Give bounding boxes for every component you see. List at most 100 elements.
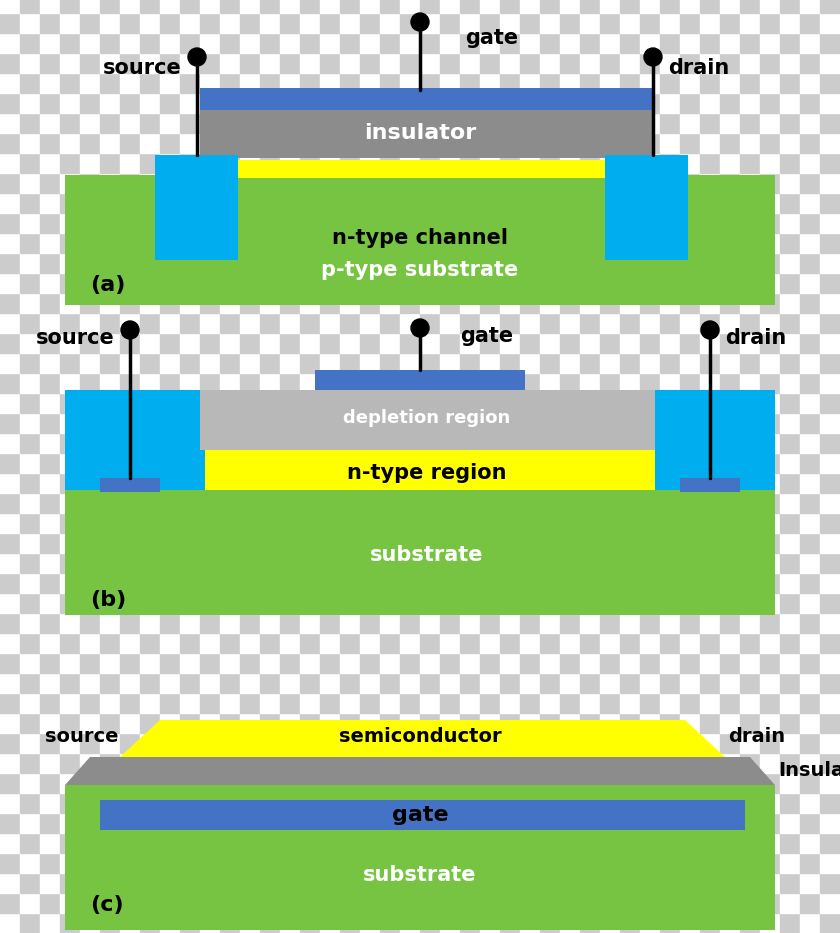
Bar <box>520 333 540 353</box>
Bar <box>360 53 380 73</box>
Bar <box>420 513 440 533</box>
Bar <box>220 913 240 933</box>
Bar <box>400 73 420 93</box>
Bar <box>720 333 740 353</box>
Bar <box>80 573 100 593</box>
Bar <box>720 113 740 133</box>
Bar <box>660 273 680 293</box>
Bar <box>540 293 560 313</box>
Bar <box>760 833 780 853</box>
Bar <box>820 313 840 333</box>
Bar <box>200 633 220 653</box>
Bar <box>480 333 500 353</box>
Bar <box>20 293 40 313</box>
Text: gate: gate <box>391 805 449 825</box>
Bar <box>680 853 700 873</box>
Bar <box>300 53 320 73</box>
Bar <box>760 673 780 693</box>
Bar <box>380 193 400 213</box>
Bar <box>460 133 480 153</box>
Bar <box>760 73 780 93</box>
Bar <box>0 673 20 693</box>
Bar <box>0 413 20 433</box>
Bar <box>740 73 760 93</box>
Bar <box>280 113 300 133</box>
Bar <box>340 193 360 213</box>
Bar <box>700 713 720 733</box>
Bar <box>640 753 660 773</box>
Bar <box>80 193 100 213</box>
Bar <box>260 353 280 373</box>
Bar <box>320 593 340 613</box>
Bar <box>680 478 740 492</box>
Bar <box>720 693 740 713</box>
Bar <box>660 73 680 93</box>
Bar <box>480 593 500 613</box>
Bar <box>420 273 440 293</box>
Bar <box>560 473 580 493</box>
Bar <box>120 873 140 893</box>
Bar <box>240 293 260 313</box>
Bar <box>560 753 580 773</box>
Bar <box>820 213 840 233</box>
Bar <box>720 93 740 113</box>
Bar <box>0 433 20 453</box>
Bar <box>520 833 540 853</box>
Bar <box>520 853 540 873</box>
Bar <box>180 473 200 493</box>
Bar <box>360 93 380 113</box>
Bar <box>820 633 840 653</box>
Bar <box>80 753 100 773</box>
Bar <box>280 853 300 873</box>
Bar <box>20 473 40 493</box>
Bar <box>660 593 680 613</box>
Bar <box>360 273 380 293</box>
Bar <box>700 513 720 533</box>
Bar <box>100 453 120 473</box>
Bar <box>320 273 340 293</box>
Bar <box>20 433 40 453</box>
Bar <box>820 413 840 433</box>
Bar <box>520 653 540 673</box>
Bar <box>480 513 500 533</box>
Bar <box>400 573 420 593</box>
Bar <box>280 833 300 853</box>
Bar <box>420 753 440 773</box>
Bar <box>460 493 480 513</box>
Bar <box>60 113 80 133</box>
Bar <box>240 33 260 53</box>
Bar <box>520 233 540 253</box>
Bar <box>780 93 800 113</box>
Bar <box>260 133 280 153</box>
Bar <box>680 153 700 173</box>
Bar <box>500 733 520 753</box>
Bar <box>760 293 780 313</box>
Bar <box>720 53 740 73</box>
Bar <box>500 413 520 433</box>
Bar <box>220 13 240 33</box>
Bar <box>480 313 500 333</box>
Bar <box>640 73 660 93</box>
Bar <box>660 913 680 933</box>
Bar <box>360 153 380 173</box>
Bar <box>320 553 340 573</box>
Bar <box>640 433 660 453</box>
Bar <box>200 693 220 713</box>
Bar <box>160 553 180 573</box>
Bar <box>620 713 640 733</box>
Bar <box>300 753 320 773</box>
Bar <box>380 353 400 373</box>
Bar <box>140 473 160 493</box>
Bar <box>580 873 600 893</box>
Bar <box>780 253 800 273</box>
Bar <box>800 913 820 933</box>
Bar <box>600 773 620 793</box>
Bar <box>600 793 620 813</box>
Bar <box>180 53 200 73</box>
Bar <box>720 753 740 773</box>
Bar <box>40 673 60 693</box>
Bar <box>80 793 100 813</box>
Bar <box>820 13 840 33</box>
Bar <box>660 13 680 33</box>
Bar <box>660 253 680 273</box>
